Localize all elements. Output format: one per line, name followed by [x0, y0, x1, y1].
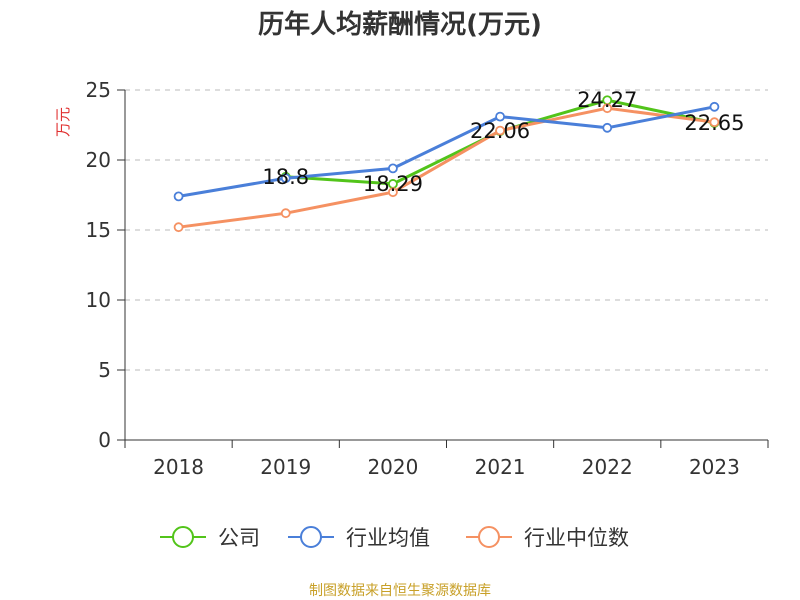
- data-point-2-4: [602, 103, 613, 114]
- y-tick-label: 25: [86, 78, 111, 102]
- data-point-2-1: [280, 208, 291, 219]
- data-point-1-3: [495, 111, 505, 122]
- x-tick-label: 2021: [475, 455, 526, 479]
- y-tick-label: 5: [98, 358, 111, 382]
- y-tick-label: 10: [86, 288, 111, 312]
- legend-marker-2: [478, 526, 500, 548]
- data-point-1-5: [709, 101, 720, 112]
- data-labels: 18.8 18.29 22.06 24.27 22.65: [262, 88, 744, 196]
- source-note: 制图数据来自恒生聚源数据库: [309, 583, 491, 599]
- data-label: 22.06: [470, 119, 530, 143]
- x-tick-label: 2020: [367, 455, 418, 479]
- series-line-1: [177, 105, 716, 198]
- data-point-1-2: [388, 163, 398, 174]
- data-point-2-3: [495, 125, 505, 136]
- x-tick-label: 2022: [582, 455, 633, 479]
- data-label: 18.29: [363, 172, 423, 196]
- data-label: 24.27: [577, 88, 637, 112]
- data-label: 18.8: [262, 165, 309, 189]
- legend: 公司 行业均值 行业中位数: [160, 526, 629, 550]
- data-label: 22.65: [684, 111, 744, 135]
- data-point-1-1: [280, 173, 291, 184]
- x-tick-label: 2018: [153, 455, 204, 479]
- x-tick-label: 2019: [260, 455, 311, 479]
- data-point-2-0: [173, 222, 184, 233]
- chart-title: 历年人均薪酬情况(万元): [258, 9, 542, 40]
- series-group: [173, 95, 720, 233]
- y-tick-label: 15: [86, 218, 111, 242]
- legend-marker-1: [300, 526, 322, 548]
- gridlines: [125, 89, 768, 371]
- legend-label-1: 行业均值: [346, 526, 430, 550]
- y-axis-label: 万元: [54, 107, 72, 137]
- y-tick-label: 20: [86, 148, 111, 172]
- data-point-1-4: [602, 122, 613, 133]
- x-tick-label: 2023: [689, 455, 740, 479]
- y-tick-label: 0: [98, 428, 111, 452]
- data-point-1-0: [173, 191, 184, 202]
- series-line-2: [177, 106, 716, 229]
- legend-label-2: 行业中位数: [524, 526, 629, 550]
- legend-label-0: 公司: [218, 526, 260, 550]
- legend-marker-0: [172, 526, 194, 548]
- data-point-2-5: [709, 117, 720, 128]
- axes: 0 5 10 15 20 25 2018 2019 2020 2021 2022 2023: [86, 78, 769, 479]
- data-point-2-2: [388, 187, 398, 198]
